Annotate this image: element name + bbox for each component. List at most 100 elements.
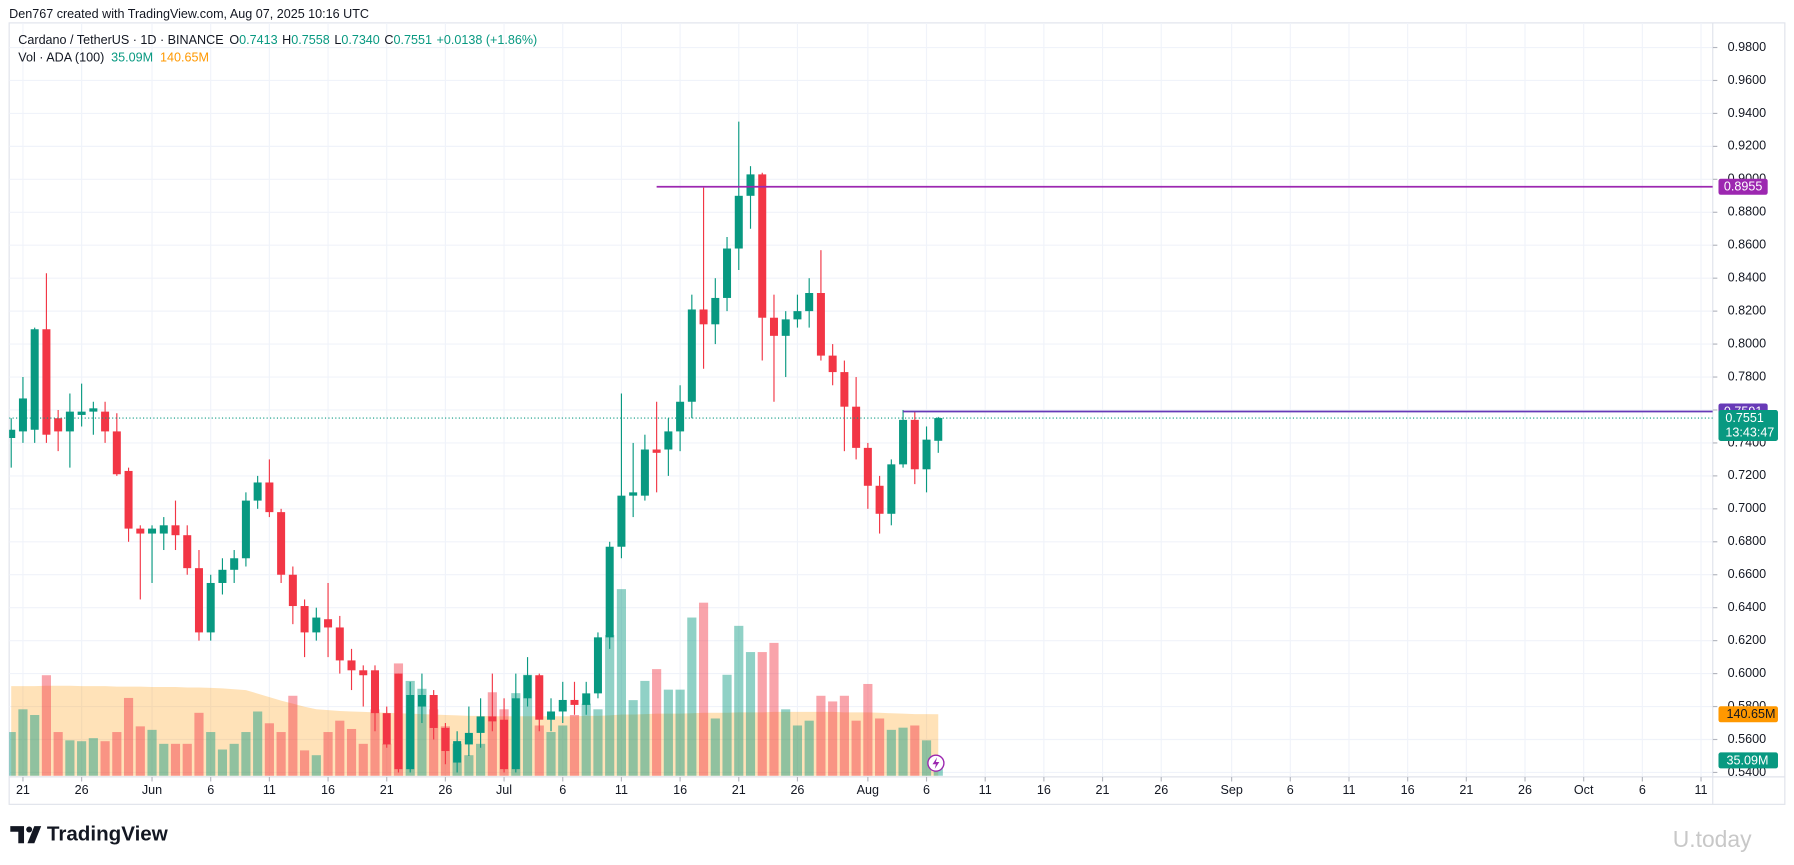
candle-body xyxy=(793,311,802,320)
volume-bar xyxy=(546,732,556,776)
symbol: Cardano / TetherUS · 1D · BINANCE xyxy=(18,34,223,48)
volume-bar xyxy=(687,617,697,776)
volume-bar xyxy=(851,720,861,776)
y-tick-label: 0.6000 xyxy=(1728,666,1766,680)
candle-body xyxy=(922,439,931,470)
candle-body xyxy=(769,317,778,336)
candle-body xyxy=(887,464,896,514)
x-tick-label: 11 xyxy=(263,783,276,797)
volume-bar xyxy=(123,697,134,776)
ohlc-key: L xyxy=(334,34,341,48)
x-tick-label: 6 xyxy=(923,783,930,797)
x-tick-label: Jun xyxy=(142,783,162,797)
volume-bar xyxy=(698,602,709,776)
volume-bar xyxy=(828,701,838,776)
volume-ma-tag xyxy=(1718,706,1778,723)
y-tick-label: 0.8800 xyxy=(1728,205,1766,219)
volume-bar xyxy=(781,709,791,776)
x-tick-label: 26 xyxy=(1154,783,1168,797)
candle-body xyxy=(535,675,544,720)
x-tick-label: 16 xyxy=(1401,783,1415,797)
x-tick-label: 21 xyxy=(1459,783,1473,797)
candle-body xyxy=(312,617,321,633)
x-tick-label: 6 xyxy=(207,783,214,797)
change: +0.0138 (+1.86%) xyxy=(437,34,538,48)
volume-bar xyxy=(722,674,732,776)
volume-bar xyxy=(194,712,204,776)
x-tick-label: 16 xyxy=(1037,783,1051,797)
ohlc-value: 0.7551 xyxy=(393,34,431,48)
volume-bar xyxy=(710,718,720,776)
volume-pane xyxy=(9,589,943,776)
volume-bar xyxy=(581,703,591,776)
ohlc-value: 0.7340 xyxy=(341,34,379,48)
candle-body xyxy=(547,711,556,720)
candle-body xyxy=(734,195,743,249)
volume-bar xyxy=(769,642,779,776)
candle-body xyxy=(30,329,39,430)
x-tick-label: 26 xyxy=(75,783,89,797)
x-tick-label: 16 xyxy=(673,783,687,797)
volume-bar xyxy=(206,732,216,776)
volume-bar xyxy=(100,741,110,776)
x-tick-label: 11 xyxy=(979,783,992,797)
y-tick-label: 0.7800 xyxy=(1728,369,1766,383)
candle-body xyxy=(65,411,74,432)
volume-bar xyxy=(534,725,544,776)
candle-body xyxy=(183,535,192,569)
y-tick-label: 0.9200 xyxy=(1728,139,1766,153)
candle-body xyxy=(206,582,215,633)
volume-bar xyxy=(429,709,439,776)
volume-bar xyxy=(77,741,87,776)
alert-bolt xyxy=(932,757,940,769)
candle-body xyxy=(640,449,649,496)
volume-bar xyxy=(745,652,756,776)
x-tick-label: Oct xyxy=(1574,783,1594,797)
candle-body xyxy=(863,447,872,486)
ohlc-value: 0.7413 xyxy=(239,34,277,48)
volume-bar xyxy=(159,743,169,776)
y-tick-label: 0.8000 xyxy=(1728,336,1766,350)
watermark: U.today xyxy=(1673,826,1752,852)
x-tick-label: 11 xyxy=(1342,783,1355,797)
candle-body xyxy=(18,398,27,432)
candles xyxy=(9,121,943,773)
candle-body xyxy=(335,627,344,661)
y-tick-label: 0.6800 xyxy=(1728,534,1766,548)
candle-body xyxy=(441,727,450,752)
y-tick-label: 0.8400 xyxy=(1728,271,1766,285)
candle-body xyxy=(429,695,438,728)
y-tick-label: 0.7200 xyxy=(1728,468,1766,482)
volume-bar xyxy=(88,738,98,776)
candle-body xyxy=(699,309,708,325)
logo-dot xyxy=(26,826,33,833)
volume-bar xyxy=(241,732,251,776)
countdown: 13:43:47 xyxy=(1725,425,1774,439)
candle-body xyxy=(194,568,203,633)
credit: Den767 created with TradingView.com, Aug… xyxy=(9,7,369,21)
ohlc-key: O xyxy=(229,34,239,48)
volume-bar xyxy=(675,689,685,776)
candle-body xyxy=(570,699,579,705)
candle-body xyxy=(617,495,626,547)
volume-bar xyxy=(112,732,122,776)
volume-bar xyxy=(593,709,603,776)
x-tick-label: 11 xyxy=(615,783,628,797)
volume-bar xyxy=(628,700,638,776)
x-tick-label: 26 xyxy=(1518,783,1532,797)
volume-bar xyxy=(605,635,615,776)
candle-body xyxy=(324,619,333,628)
candle-body xyxy=(723,248,732,298)
volume-bar xyxy=(370,709,380,776)
volume-bar xyxy=(522,674,533,776)
x-tick-label: Aug xyxy=(857,783,879,797)
volume-bar xyxy=(863,683,873,776)
ohlc-key: C xyxy=(384,34,393,48)
y-tick-label: 0.9600 xyxy=(1728,73,1766,87)
volume-bar xyxy=(558,725,568,776)
y-tick-label: 0.6600 xyxy=(1728,567,1766,581)
volume-bar xyxy=(65,740,75,776)
candle-body xyxy=(511,698,520,770)
volume-bar xyxy=(792,725,803,776)
candle-body xyxy=(816,293,825,356)
